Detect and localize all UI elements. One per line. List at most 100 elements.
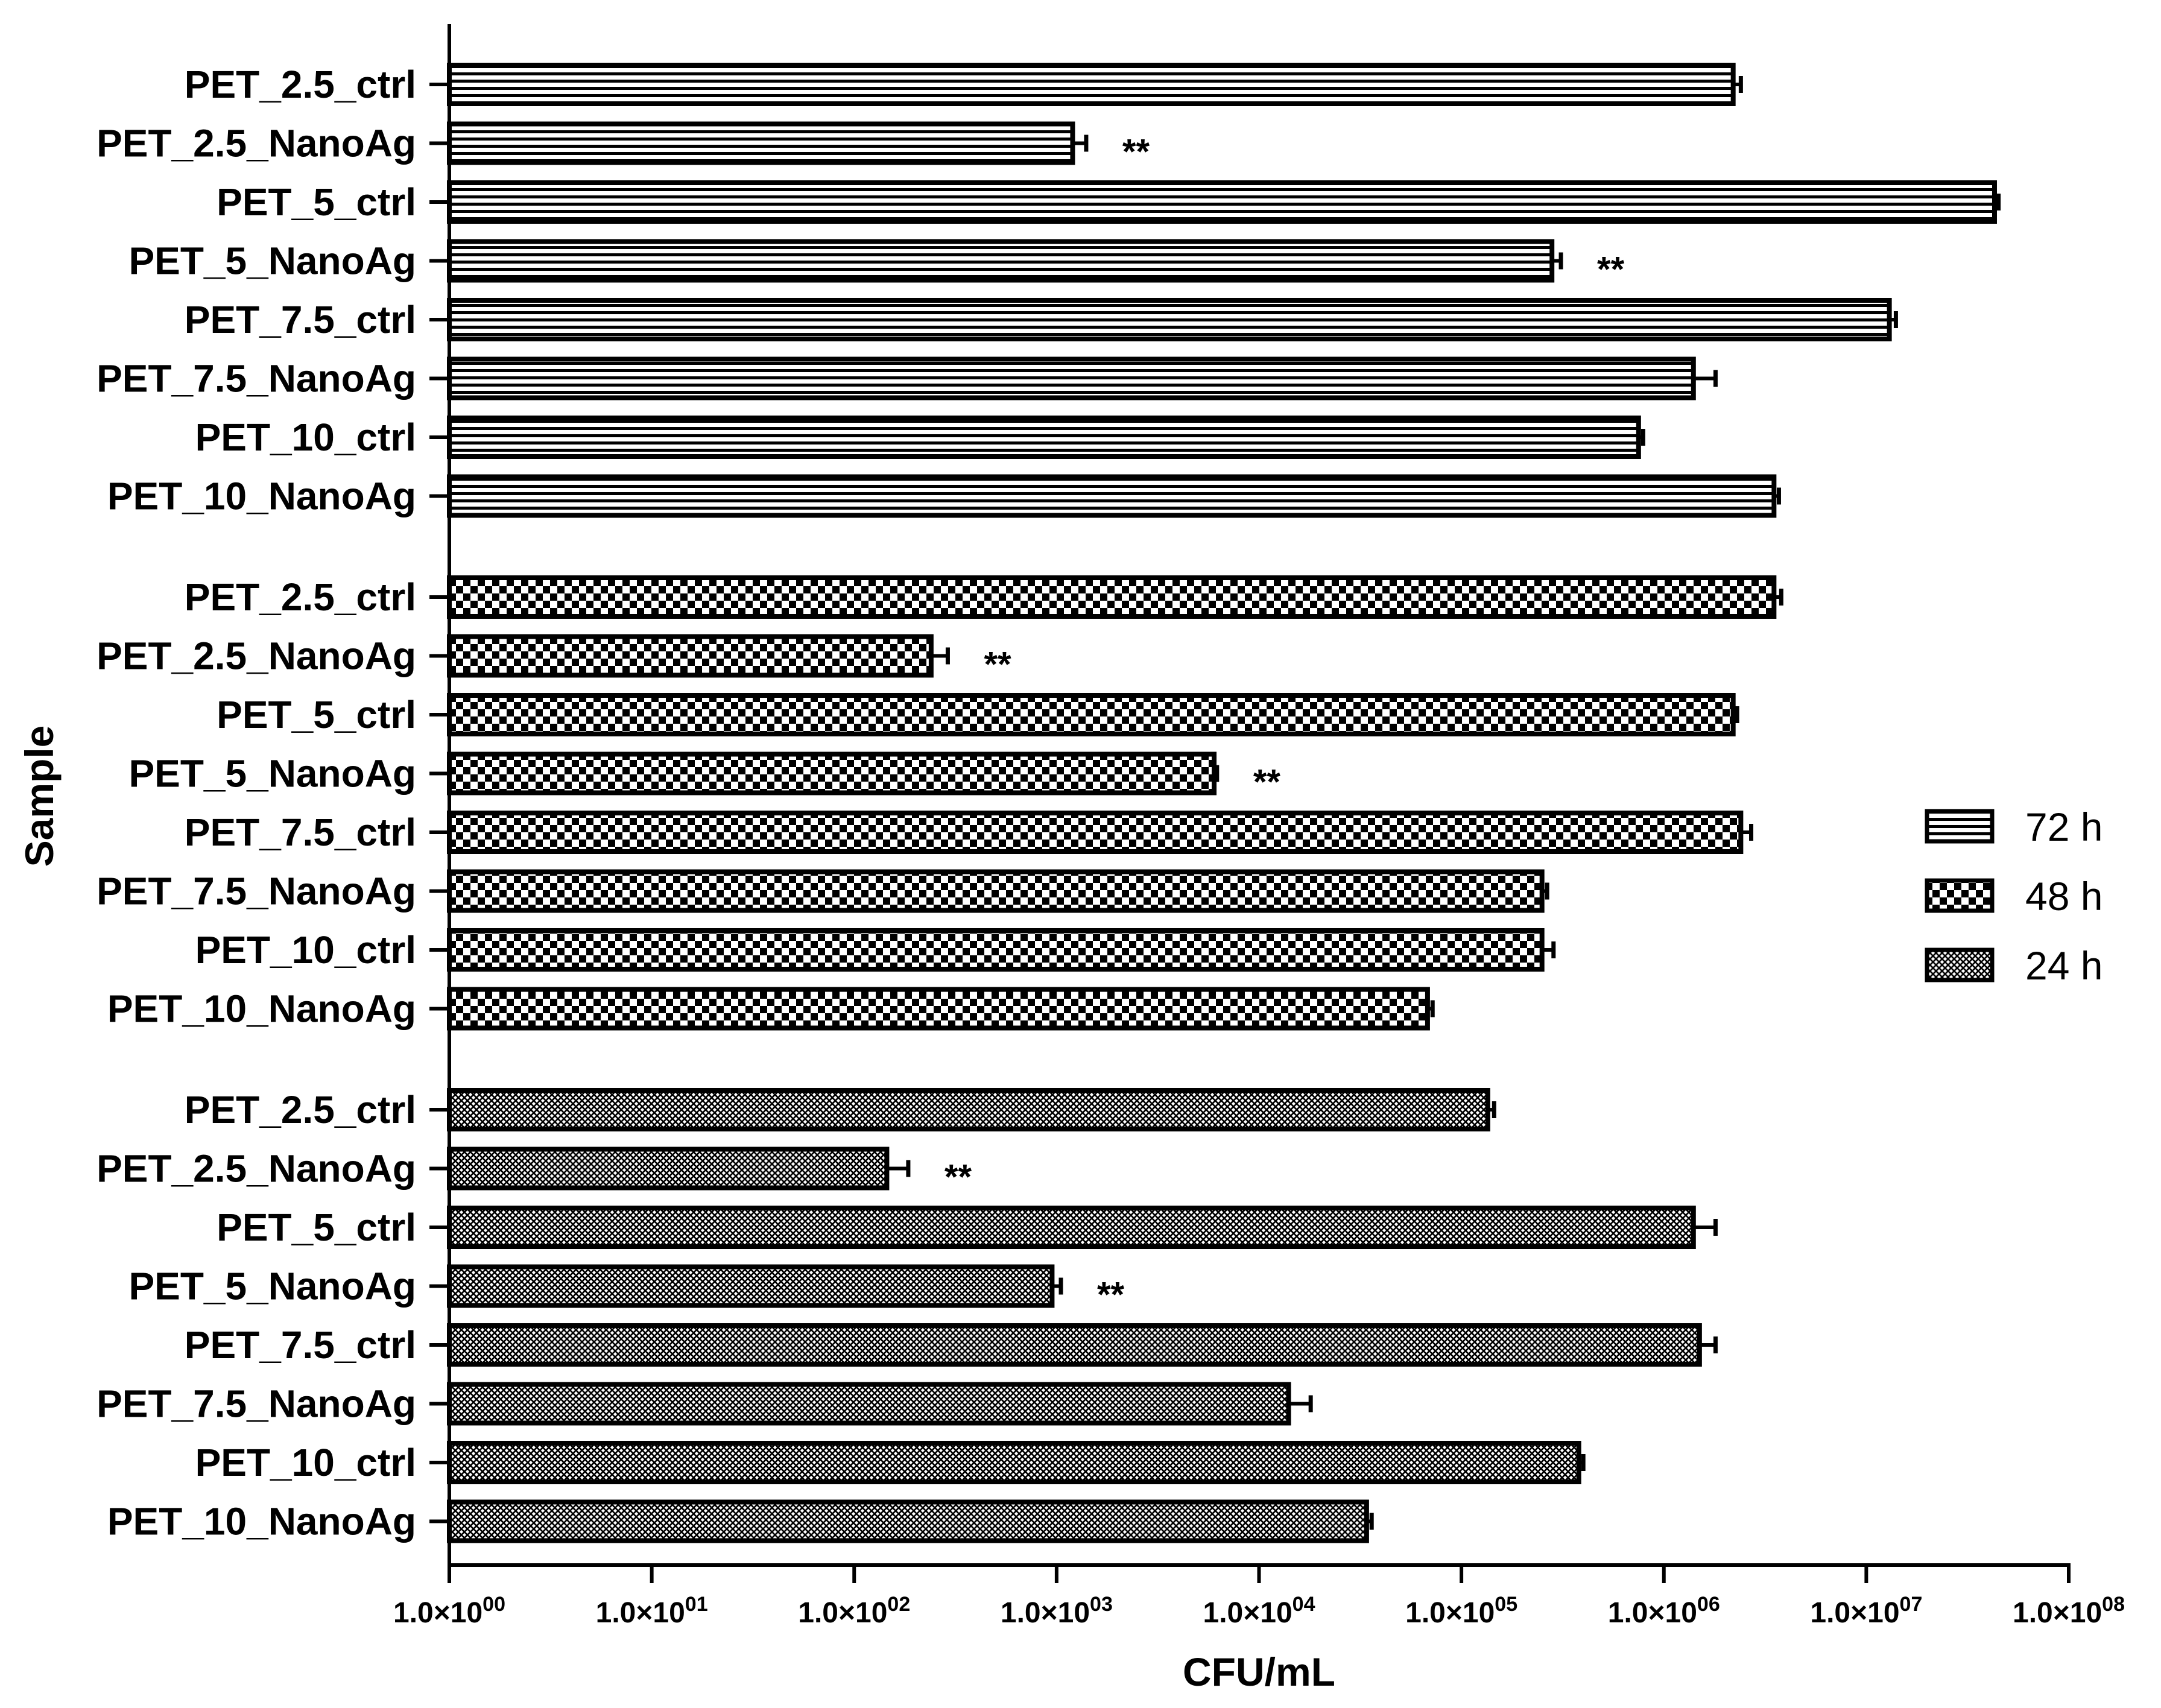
significance-marker: **: [944, 1158, 972, 1197]
category-label: PET_5_ctrl: [217, 180, 416, 224]
legend-item-72h: 72 h: [1925, 805, 2102, 849]
error-bar-72h-PET_10_ctrl: [1638, 429, 1645, 446]
x-tick-label: 1.0×1005: [1405, 1593, 1517, 1629]
category-label: PET_5_NanoAg: [128, 752, 416, 795]
legend-label: 72 h: [2025, 805, 2102, 849]
error-bar-24h-PET_5_NanoAg: [1052, 1277, 1063, 1295]
bar-72h-PET_2.5_NanoAg: [447, 121, 1075, 165]
x-tick-label: 1.0×1006: [1608, 1593, 1720, 1629]
x-tick-label: 1.0×1000: [393, 1593, 505, 1629]
category-label: PET_7.5_ctrl: [185, 1323, 416, 1367]
legend-swatch: [1925, 947, 1995, 982]
category-label: PET_5_NanoAg: [128, 239, 416, 283]
category-label: PET_7.5_NanoAg: [97, 357, 416, 400]
error-bar-48h-PET_5_NanoAg: [1214, 765, 1220, 782]
error-bar-24h-PET_7.5_NanoAg: [1288, 1395, 1313, 1412]
legend-swatch: [1925, 809, 1995, 844]
error-bar-24h-PET_2.5_NanoAg: [887, 1160, 911, 1177]
significance-marker: **: [1097, 1276, 1125, 1315]
bar-24h-PET_2.5_ctrl: [447, 1088, 1490, 1131]
bar-72h-PET_10_ctrl: [447, 416, 1641, 459]
x-tick-label: 1.0×1001: [596, 1593, 708, 1629]
category-label: PET_5_NanoAg: [128, 1265, 416, 1308]
error-bar-72h-PET_2.5_NanoAg: [1072, 134, 1089, 152]
category-label: PET_10_NanoAg: [107, 475, 416, 518]
bar-24h-PET_7.5_NanoAg: [447, 1382, 1291, 1426]
category-label: PET_10_ctrl: [195, 1441, 416, 1484]
error-bar-48h-PET_5_ctrl: [1733, 706, 1739, 723]
error-bar-48h-PET_2.5_ctrl: [1774, 589, 1783, 606]
category-label: PET_7.5_NanoAg: [97, 1382, 416, 1426]
bar-72h-PET_2.5_ctrl: [447, 63, 1736, 106]
legend-label: 24 h: [2025, 943, 2102, 988]
error-bar-72h-PET_2.5_ctrl: [1733, 76, 1743, 93]
category-labels: PET_2.5_ctrl PET_2.5_NanoAg PET_5_ctrl PET_…: [97, 63, 449, 1543]
bar-24h-PET_2.5_NanoAg: [447, 1147, 890, 1191]
error-bar-48h-PET_2.5_NanoAg: [931, 647, 950, 665]
bar-24h-PET_5_NanoAg: [447, 1264, 1055, 1308]
x-tick-label: 1.0×1007: [1810, 1593, 1922, 1629]
bar-24h-PET_10_NanoAg: [447, 1499, 1369, 1543]
bar-72h-PET_5_NanoAg: [447, 239, 1555, 283]
error-bar-24h-PET_10_ctrl: [1578, 1454, 1586, 1471]
bar-24h-PET_7.5_ctrl: [447, 1323, 1702, 1367]
y-axis-title: Sample: [17, 726, 62, 867]
error-bar-24h-PET_7.5_ctrl: [1699, 1336, 1718, 1353]
error-bar-24h-PET_10_NanoAg: [1366, 1513, 1374, 1530]
bar-48h-PET_5_NanoAg: [447, 751, 1217, 795]
category-label: PET_10_ctrl: [195, 928, 416, 972]
category-label: PET_2.5_ctrl: [185, 575, 416, 619]
bar-72h-PET_7.5_NanoAg: [447, 356, 1696, 400]
significance-marker: **: [1597, 250, 1625, 289]
bar-48h-PET_7.5_NanoAg: [447, 869, 1545, 913]
error-bar-48h-PET_7.5_ctrl: [1741, 824, 1754, 841]
significance-layer: ** ** ** ** ** **: [944, 133, 1625, 1315]
legend: 72 h 48 h 24 h: [1925, 805, 2102, 988]
significance-marker: **: [1253, 763, 1281, 802]
category-label: PET_2.5_ctrl: [185, 1088, 416, 1131]
bar-72h-PET_7.5_ctrl: [447, 298, 1892, 341]
category-label: PET_7.5_ctrl: [185, 811, 416, 854]
error-bar-48h-PET_7.5_NanoAg: [1542, 882, 1549, 900]
error-bar-48h-PET_10_NanoAg: [1427, 1000, 1435, 1017]
bar-48h-PET_7.5_ctrl: [447, 811, 1744, 854]
error-bar-72h-PET_7.5_ctrl: [1889, 311, 1898, 328]
error-bar-72h-PET_10_NanoAg: [1774, 487, 1781, 505]
legend-item-48h: 48 h: [1925, 874, 2102, 919]
x-tick-label: 1.0×1008: [2013, 1593, 2125, 1629]
x-tick-label: 1.0×1004: [1203, 1593, 1315, 1629]
significance-marker: **: [984, 645, 1011, 685]
x-tick-label: 1.0×1003: [1001, 1593, 1113, 1629]
bar-48h-PET_10_ctrl: [447, 928, 1545, 972]
bar-48h-PET_5_ctrl: [447, 693, 1736, 736]
error-bar-48h-PET_10_ctrl: [1542, 941, 1556, 958]
significance-marker: **: [1122, 133, 1150, 172]
bars-layer: [447, 63, 1997, 1543]
bar-72h-PET_10_NanoAg: [447, 474, 1777, 518]
error-bar-72h-PET_5_ctrl: [1994, 194, 2001, 210]
category-label: PET_7.5_ctrl: [185, 298, 416, 341]
error-bars-layer: [887, 76, 2001, 1530]
category-label: PET_10_NanoAg: [107, 1500, 416, 1543]
category-label: PET_5_ctrl: [217, 1206, 416, 1249]
category-label: PET_10_NanoAg: [107, 987, 416, 1031]
category-label: PET_2.5_NanoAg: [97, 122, 416, 165]
legend-swatch: [1925, 878, 1995, 913]
legend-label: 48 h: [2025, 874, 2102, 919]
category-label: PET_7.5_NanoAg: [97, 870, 416, 913]
bar-48h-PET_10_NanoAg: [447, 987, 1430, 1031]
bar-48h-PET_2.5_NanoAg: [447, 634, 934, 678]
error-bar-72h-PET_5_NanoAg: [1552, 252, 1563, 270]
category-label: PET_2.5_NanoAg: [97, 634, 416, 678]
error-bar-24h-PET_5_ctrl: [1693, 1219, 1718, 1236]
error-bar-72h-PET_7.5_NanoAg: [1693, 370, 1718, 387]
category-label: PET_2.5_NanoAg: [97, 1147, 416, 1191]
bar-24h-PET_5_ctrl: [447, 1206, 1696, 1249]
bar-24h-PET_10_ctrl: [447, 1441, 1581, 1484]
x-tick-label: 1.0×1002: [798, 1593, 910, 1629]
error-bar-24h-PET_2.5_ctrl: [1487, 1101, 1496, 1118]
category-label: PET_2.5_ctrl: [185, 63, 416, 106]
x-axis-title: CFU/mL: [1183, 1649, 1335, 1694]
category-label: PET_5_ctrl: [217, 693, 416, 736]
